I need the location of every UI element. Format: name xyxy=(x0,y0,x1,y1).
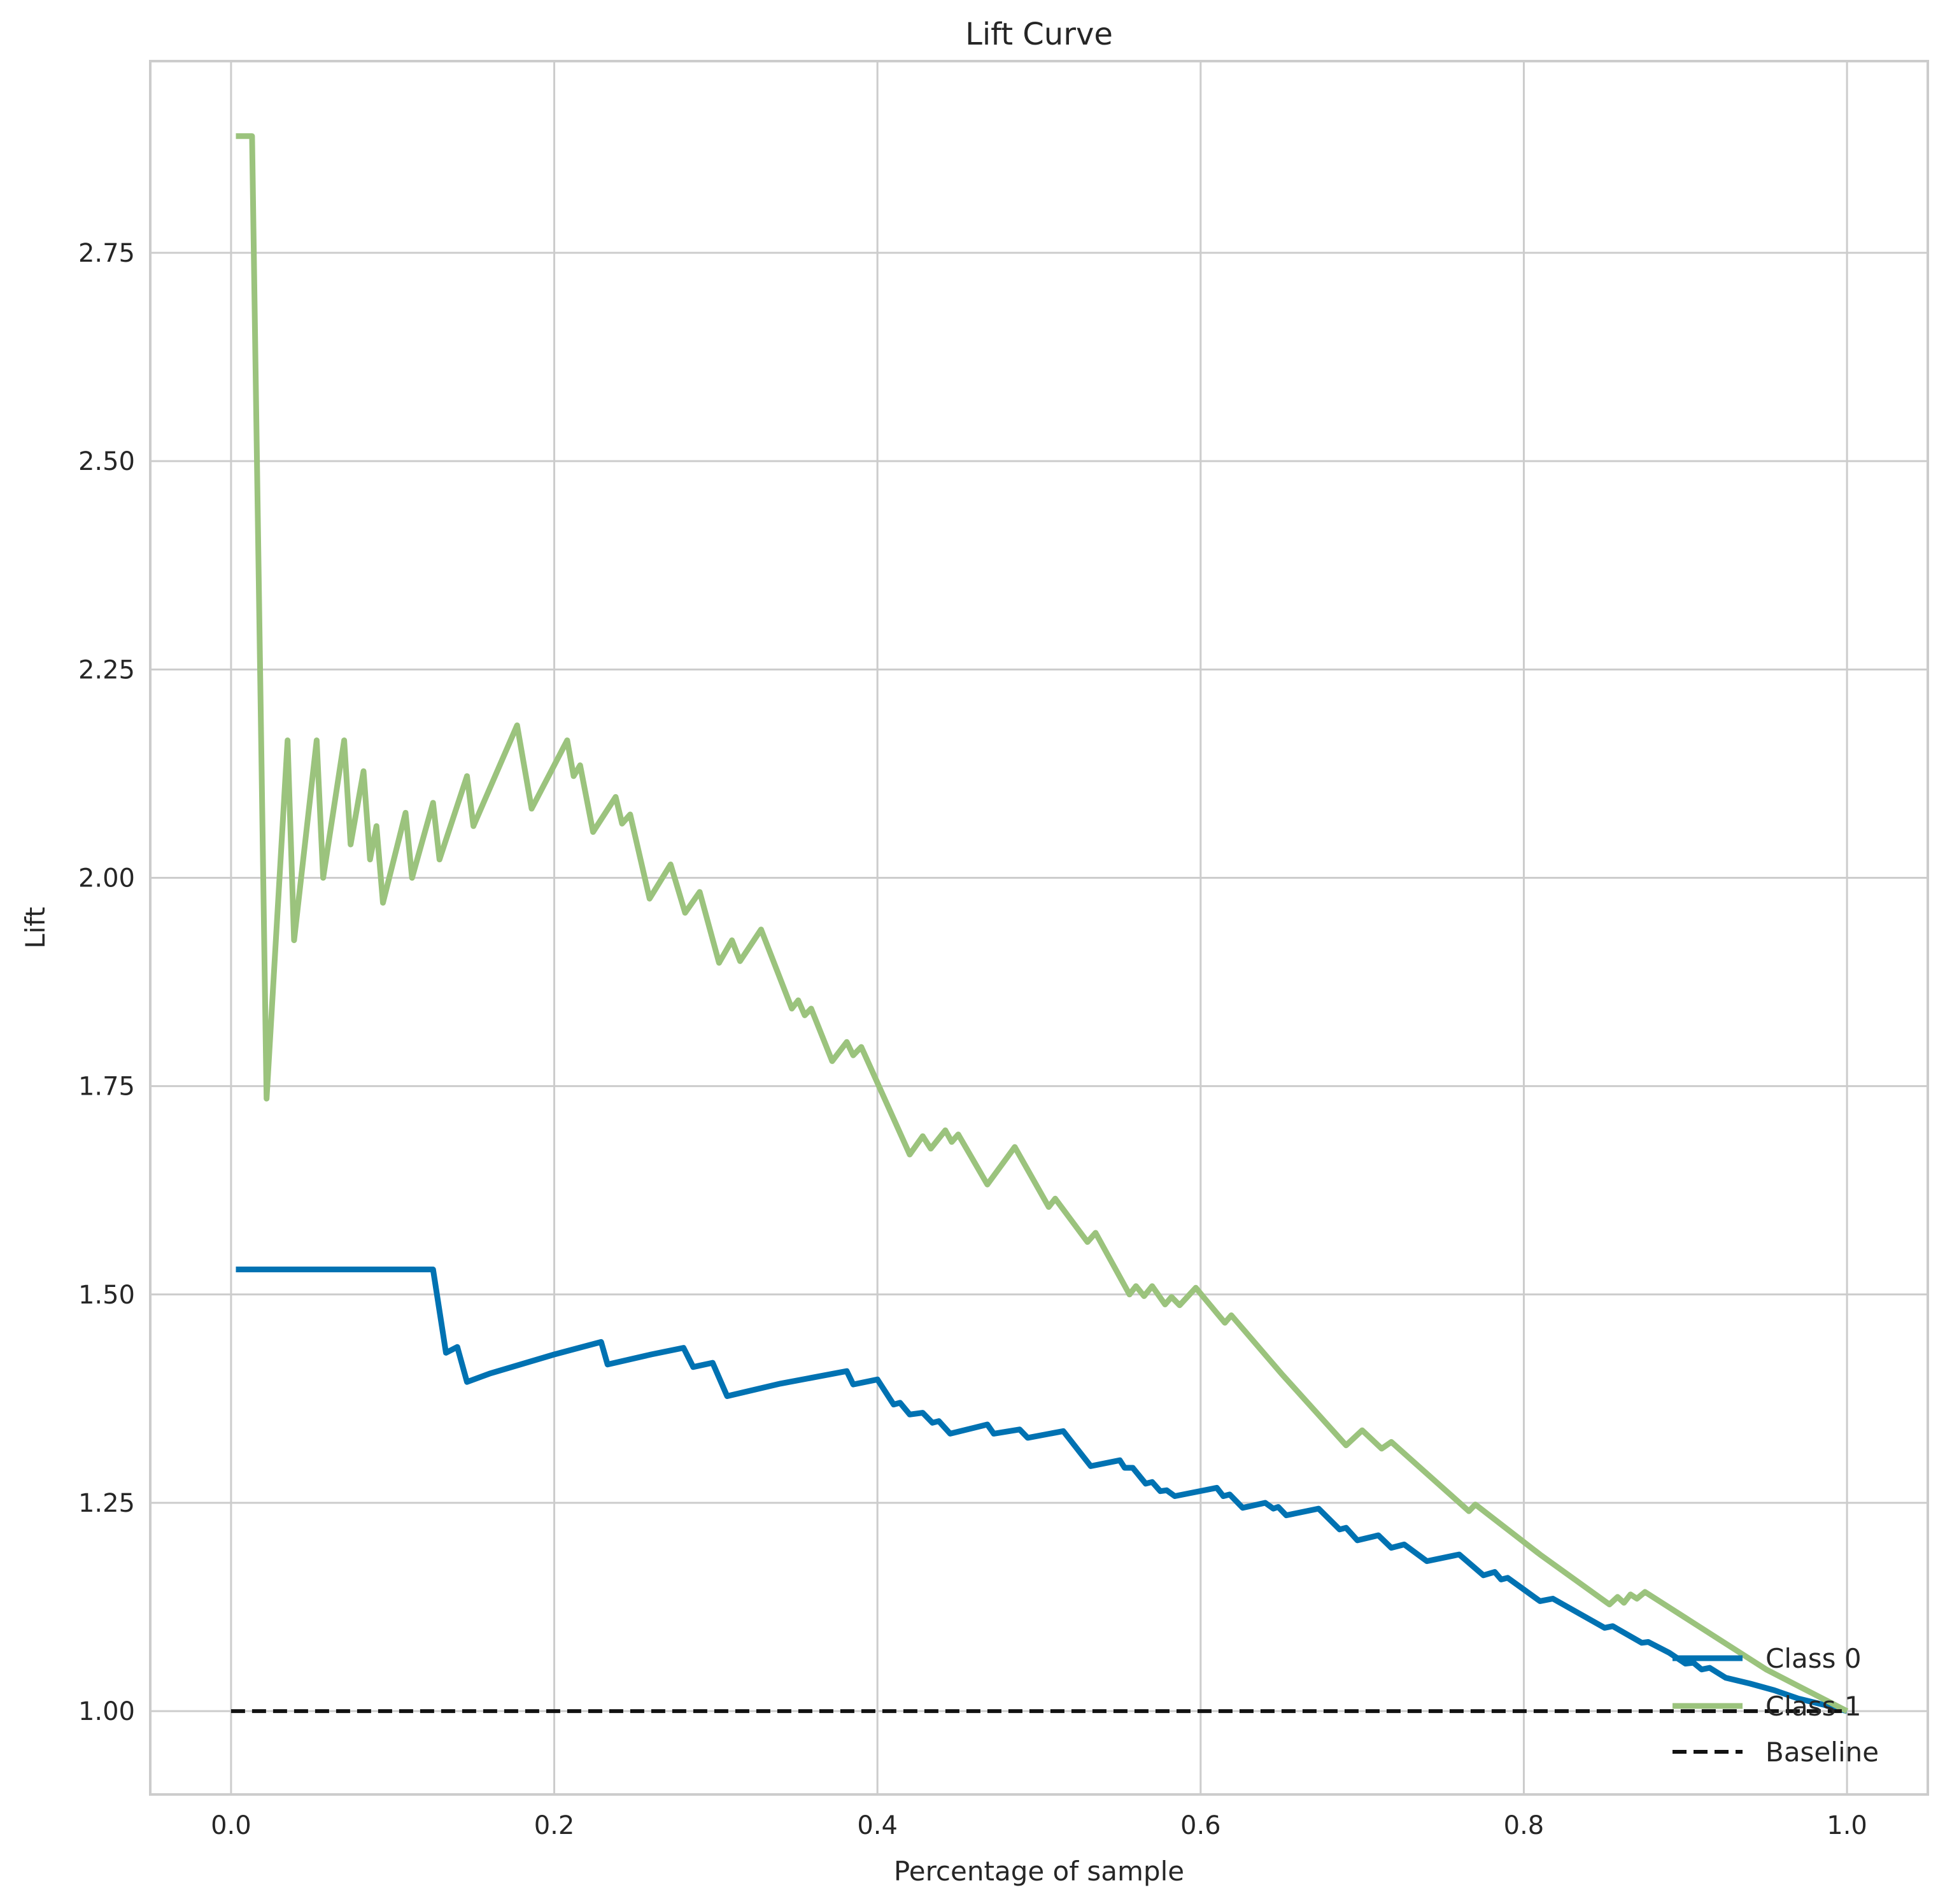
x-tick-label: 0.0 xyxy=(211,1811,251,1840)
chart-title: Lift Curve xyxy=(965,17,1113,52)
y-tick-label: 1.00 xyxy=(78,1697,135,1726)
legend-label: Class 0 xyxy=(1765,1643,1862,1674)
series-line-class-0 xyxy=(236,1267,1848,1714)
legend: Class 0 Class 1 Baseline xyxy=(1673,1643,1879,1768)
x-tick-label: 0.6 xyxy=(1180,1811,1221,1840)
y-tick-label: 1.75 xyxy=(78,1072,135,1102)
y-axis-label: Lift xyxy=(20,907,51,949)
y-tick-label: 1.25 xyxy=(78,1489,135,1518)
series-layer xyxy=(230,133,1849,1714)
y-tick-label: 2.50 xyxy=(78,447,135,476)
y-tick-label: 1.50 xyxy=(78,1281,135,1310)
x-tick-label: 0.4 xyxy=(857,1811,898,1840)
series-line-class-1 xyxy=(236,133,1849,1714)
tick-labels: 0.0 0.2 0.4 0.6 0.8 1.0 1.00 1.25 1.50 1.75 2.00 2.… xyxy=(78,239,1867,1840)
y-tick-label: 2.75 xyxy=(78,239,135,268)
x-tick-label: 0.8 xyxy=(1504,1811,1545,1840)
legend-label: Baseline xyxy=(1765,1737,1879,1768)
plot-frame xyxy=(149,60,1929,1796)
legend-label: Class 1 xyxy=(1765,1691,1862,1722)
grid xyxy=(150,61,1928,1794)
x-tick-label: 0.2 xyxy=(534,1811,575,1840)
x-tick-label: 1.0 xyxy=(1827,1811,1867,1840)
y-tick-label: 2.00 xyxy=(78,863,135,893)
y-tick-label: 2.25 xyxy=(78,655,135,685)
x-axis-label: Percentage of sample xyxy=(894,1856,1184,1887)
